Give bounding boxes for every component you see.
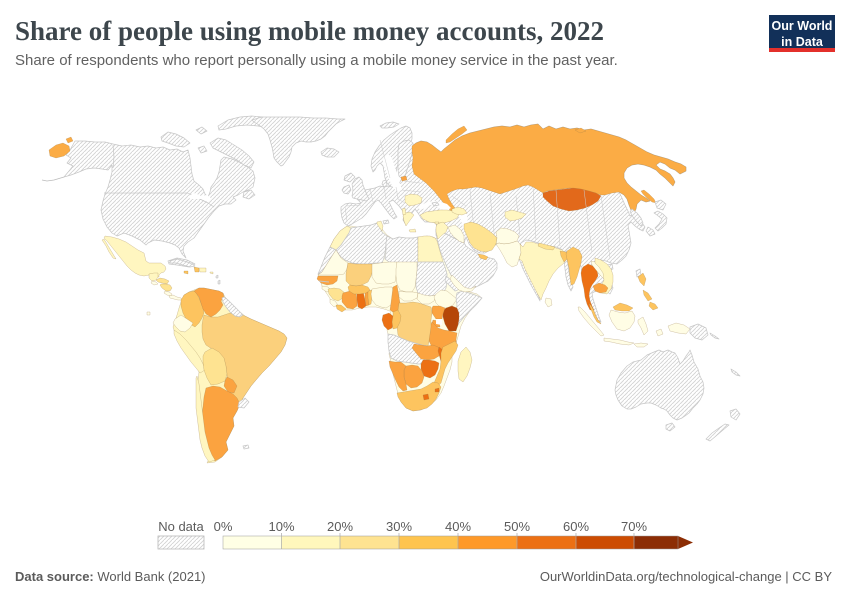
svg-text:60%: 60% (563, 519, 589, 534)
svg-text:20%: 20% (327, 519, 353, 534)
svg-text:0%: 0% (214, 519, 233, 534)
svg-text:50%: 50% (504, 519, 530, 534)
svg-text:40%: 40% (445, 519, 471, 534)
svg-text:10%: 10% (268, 519, 294, 534)
svg-text:No data: No data (158, 519, 204, 534)
svg-text:70%: 70% (621, 519, 647, 534)
svg-text:30%: 30% (386, 519, 412, 534)
